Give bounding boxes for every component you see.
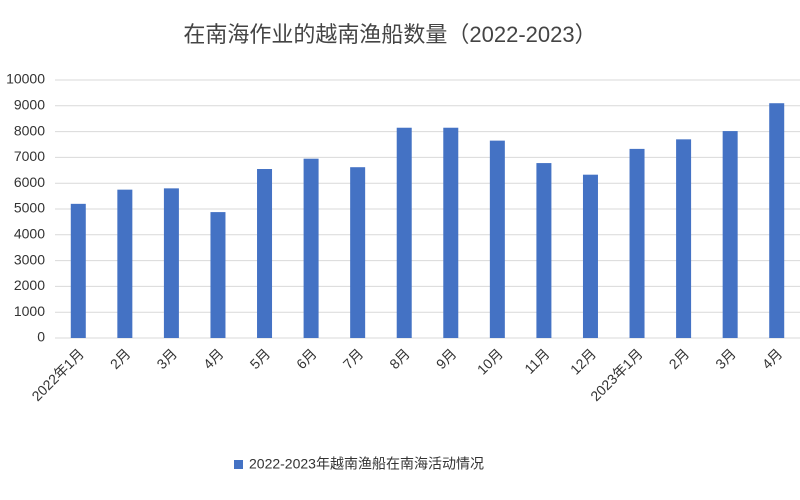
x-tick-label: 9月 [433,345,460,372]
x-tick-label: 2月 [666,345,693,372]
bar [582,174,598,338]
y-tick-label: 5000 [14,200,45,216]
bar [489,140,505,338]
y-tick-label: 3000 [14,251,45,267]
y-tick-label: 1000 [14,303,45,319]
legend-label: 2022-2023年越南渔船在南海活动情况 [249,456,484,472]
x-tick-label: 2月 [107,345,134,372]
bar [117,189,133,338]
x-tick-label: 11月 [521,345,552,376]
bar [396,127,412,338]
x-tick-label: 3月 [712,345,739,372]
x-tick-label: 12月 [567,345,599,377]
x-tick-label: 5月 [247,345,274,372]
x-tick-label: 7月 [340,345,367,372]
bar [722,131,738,338]
bar [443,127,459,338]
bar [70,203,86,338]
x-tick-label: 3月 [153,345,180,372]
y-tick-label: 9000 [14,97,45,113]
x-tick-label: 10月 [474,345,506,377]
y-tick-label: 7000 [14,148,45,164]
y-tick-label: 10000 [6,71,45,87]
x-tick-label: 8月 [386,345,413,372]
x-tick-label: 2022年1月 [28,345,87,404]
bar [257,169,273,338]
bar [163,188,179,338]
bar [629,148,645,338]
bar [769,103,785,338]
y-tick-label: 2000 [14,277,45,293]
x-tick-label: 4月 [200,345,227,372]
bar [676,139,692,338]
x-tick-label: 4月 [759,345,786,372]
bar [303,158,319,338]
y-tick-label: 8000 [14,122,45,138]
y-tick-label: 4000 [14,226,45,242]
bar [536,163,552,338]
chart-title: 在南海作业的越南渔船数量（2022-2023） [183,22,596,47]
x-tick-label: 6月 [293,345,320,372]
bar [210,212,226,338]
bar [350,167,366,338]
y-tick-label: 6000 [14,174,45,190]
y-tick-label: 0 [37,329,45,345]
legend-swatch [234,460,243,469]
